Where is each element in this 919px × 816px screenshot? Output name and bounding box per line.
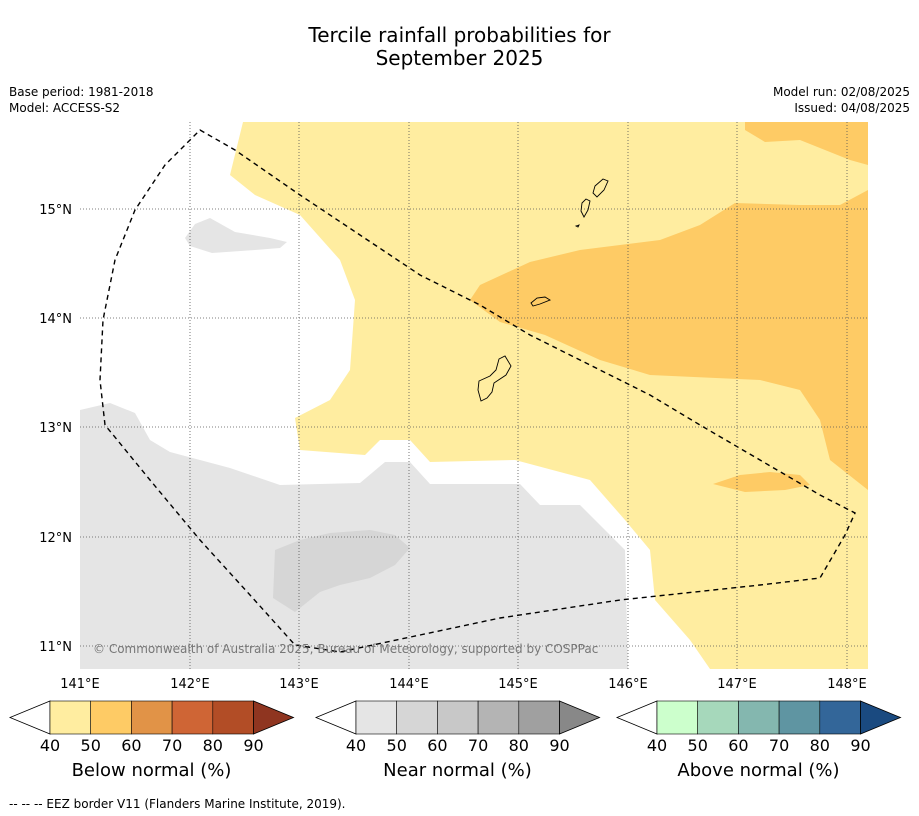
colorbar-segment	[518, 700, 560, 735]
colorbar-tick-label: 60	[427, 736, 447, 755]
colorbar-tick-label: 40	[647, 736, 667, 755]
colorbar-segment	[477, 700, 520, 735]
below-normal-50-60-region	[745, 122, 868, 165]
map-area: © Commonwealth of Australia 2025, Bureau…	[80, 122, 868, 669]
longitude-label: 141°E	[60, 677, 100, 692]
colorbar-high-arrow	[559, 700, 601, 735]
chart-title-line2: September 2025	[375, 46, 544, 70]
colorbar: 40 50 60 70 80 90	[615, 700, 902, 755]
colorbar-low-arrow	[615, 700, 658, 735]
base-period: Base period: 1981-2018	[9, 85, 154, 99]
colorbar-segment	[171, 700, 214, 735]
colorbar-label-below: Below normal (%)	[71, 760, 232, 781]
map-gridlines	[80, 122, 868, 669]
island-outlines	[477, 178, 609, 402]
colorbar-segment	[49, 700, 92, 735]
colorbar-segment	[212, 700, 254, 735]
latitude-label: 13°N	[39, 421, 72, 436]
colorbar-tick-label: 90	[549, 736, 569, 755]
saipan-island	[592, 178, 609, 198]
colorbar: 40 50 60 70 80 90	[314, 700, 601, 755]
latitude-label: 12°N	[39, 531, 72, 546]
colorbar-segment	[437, 700, 479, 735]
colorbar-segment	[778, 700, 821, 735]
colorbar: 40 50 60 70 80 90	[8, 700, 295, 755]
longitude-label: 148°E	[827, 677, 867, 692]
colorbar-segment	[396, 700, 438, 735]
eez-border	[99, 129, 856, 653]
latitude-label: 11°N	[39, 640, 72, 655]
copyright-text: © Commonwealth of Australia 2025, Bureau…	[93, 642, 598, 656]
colorbar-label-above: Above normal (%)	[677, 760, 840, 781]
colorbar-high-arrow	[860, 700, 902, 735]
rota-island	[530, 296, 552, 307]
near-normal-40-50-region	[185, 218, 287, 253]
near-normal-50-60-region	[273, 530, 410, 612]
longitude-label: 143°E	[279, 677, 319, 692]
colorbar-tick-label: 90	[850, 736, 870, 755]
colorbar-tick-label: 50	[387, 736, 407, 755]
colorbar-tick-label: 80	[810, 736, 830, 755]
guam-island	[477, 355, 512, 402]
longitude-label: 145°E	[498, 677, 538, 692]
aguijan-island	[574, 224, 580, 228]
colorbar-segment	[131, 700, 173, 735]
colorbar-high-arrow	[253, 700, 295, 735]
issued-date: Issued: 04/08/2025	[794, 101, 910, 115]
colorbar-segment	[355, 700, 398, 735]
eez-legend-note: -- -- -- EEZ border V11 (Flanders Marine…	[9, 797, 346, 811]
colorbar-segment	[738, 700, 780, 735]
colorbar-tick-label: 40	[40, 736, 60, 755]
latitude-label: 15°N	[39, 203, 72, 218]
latitude-label: 14°N	[39, 312, 72, 327]
colorbar-segment	[697, 700, 739, 735]
colorbar-segment	[90, 700, 132, 735]
colorbar-segment	[656, 700, 699, 735]
longitude-label: 147°E	[717, 677, 757, 692]
chart-title-line1: Tercile rainfall probabilities for	[308, 23, 611, 47]
below-normal-50-60-region	[470, 190, 868, 490]
colorbar-low-arrow	[8, 700, 51, 735]
colorbar-tick-label: 70	[769, 736, 789, 755]
colorbar-tick-label: 80	[203, 736, 223, 755]
colorbar-label-near: Near normal (%)	[383, 760, 532, 781]
colorbars: 40 50 60 70 80 90 40 50 60 70 80 90 40 50 60 70 80 90	[8, 700, 902, 755]
map-axis-labels: 141°E 142°E 143°E 144°E 145°E 146°E 147°E 148°E…	[39, 203, 867, 692]
colorbar-tick-label: 50	[81, 736, 101, 755]
tinian-island	[580, 198, 591, 218]
colorbar-low-arrow	[314, 700, 357, 735]
model-run: Model run: 02/08/2025	[772, 85, 910, 99]
longitude-label: 142°E	[170, 677, 210, 692]
colorbar-tick-label: 80	[509, 736, 529, 755]
colorbar-tick-label: 60	[728, 736, 748, 755]
longitude-label: 144°E	[389, 677, 429, 692]
colorbar-tick-label: 90	[243, 736, 263, 755]
colorbar-tick-label: 70	[468, 736, 488, 755]
colorbar-tick-label: 60	[121, 736, 141, 755]
colorbar-tick-label: 40	[346, 736, 366, 755]
colorbar-segment	[819, 700, 861, 735]
colorbar-tick-label: 50	[688, 736, 708, 755]
colorbar-tick-label: 70	[162, 736, 182, 755]
model-name: Model: ACCESS-S2	[9, 101, 121, 115]
longitude-label: 146°E	[608, 677, 648, 692]
